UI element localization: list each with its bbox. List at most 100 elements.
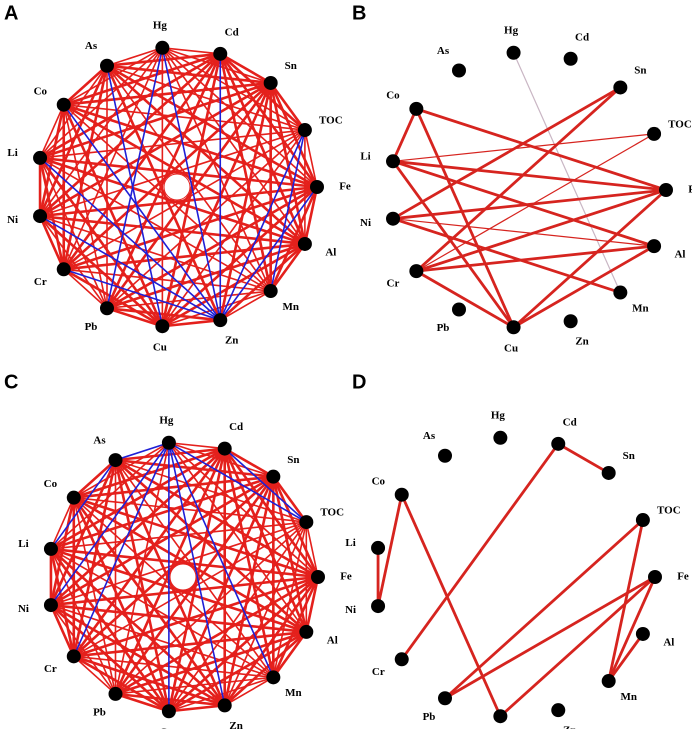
node-dot bbox=[299, 515, 314, 530]
edge bbox=[50, 447, 226, 607]
panel-label: D bbox=[352, 371, 366, 393]
edge bbox=[62, 104, 164, 327]
node-label: Ni bbox=[360, 217, 371, 229]
edge bbox=[557, 442, 610, 475]
edge bbox=[305, 576, 320, 633]
edge bbox=[444, 519, 644, 700]
node-dot bbox=[263, 284, 278, 299]
edge bbox=[50, 604, 170, 713]
edge bbox=[106, 47, 163, 67]
node-dot bbox=[371, 540, 386, 555]
edge bbox=[415, 188, 667, 273]
edge bbox=[224, 676, 274, 707]
edge bbox=[106, 64, 271, 85]
node-dot bbox=[213, 313, 228, 328]
node-dot bbox=[66, 649, 81, 664]
edge bbox=[115, 459, 307, 523]
node-dot bbox=[66, 490, 81, 505]
edge bbox=[269, 82, 319, 188]
edge bbox=[73, 496, 307, 523]
node-dot bbox=[506, 320, 521, 335]
edge bbox=[512, 244, 655, 329]
edge bbox=[50, 459, 117, 550]
edge bbox=[73, 442, 170, 657]
edge bbox=[272, 631, 308, 679]
edge bbox=[168, 442, 307, 633]
edge bbox=[272, 476, 308, 633]
node-dot bbox=[161, 704, 176, 719]
edge bbox=[219, 52, 272, 85]
edge bbox=[223, 448, 275, 678]
edge bbox=[114, 458, 319, 579]
node-dot bbox=[409, 264, 424, 279]
node-label: Cd bbox=[563, 416, 577, 428]
node-label: Zn bbox=[225, 335, 238, 347]
panel-label: C bbox=[4, 371, 18, 393]
node-dot bbox=[217, 698, 232, 713]
edge bbox=[415, 108, 515, 328]
edge bbox=[38, 215, 65, 270]
node-label: TOC bbox=[319, 115, 343, 127]
edge bbox=[73, 655, 170, 713]
edge bbox=[50, 548, 274, 679]
edge bbox=[376, 494, 404, 607]
node-dot bbox=[263, 75, 278, 90]
edge bbox=[72, 497, 171, 712]
edge bbox=[218, 53, 272, 292]
edge bbox=[391, 108, 418, 162]
node-dot bbox=[155, 40, 170, 55]
edge bbox=[50, 442, 170, 606]
edge bbox=[114, 575, 319, 696]
node-dot bbox=[635, 513, 650, 528]
node-label: Zn bbox=[575, 336, 588, 348]
edge bbox=[512, 188, 667, 329]
node-label: Co bbox=[44, 478, 58, 490]
node-dot bbox=[613, 285, 628, 300]
node-label: As bbox=[437, 45, 450, 57]
node-label: Zn bbox=[229, 720, 242, 729]
node-dot bbox=[155, 319, 170, 334]
node-dot bbox=[563, 51, 578, 66]
edge bbox=[63, 47, 164, 270]
node-label: Sn bbox=[285, 60, 297, 72]
edge bbox=[223, 521, 308, 706]
node-label: Al bbox=[325, 246, 336, 258]
edge bbox=[444, 575, 656, 700]
edge bbox=[392, 159, 667, 192]
edge bbox=[39, 52, 222, 218]
edge bbox=[49, 548, 76, 657]
edge bbox=[114, 459, 308, 633]
edge bbox=[63, 103, 318, 189]
edge bbox=[223, 476, 275, 706]
node-label: TOC bbox=[668, 118, 692, 130]
node-dot bbox=[394, 652, 409, 667]
node-label: Cu bbox=[159, 727, 173, 729]
edge bbox=[63, 268, 108, 309]
node-label: Sn bbox=[287, 454, 299, 466]
node-label: Pb bbox=[437, 322, 450, 334]
edge bbox=[38, 157, 66, 270]
edge bbox=[219, 53, 319, 188]
edge bbox=[269, 82, 306, 131]
edge bbox=[219, 186, 318, 321]
edge bbox=[106, 306, 221, 322]
node-label: Fe bbox=[677, 571, 689, 583]
node-label: Mn bbox=[282, 301, 299, 313]
edge bbox=[49, 548, 170, 713]
edge bbox=[106, 64, 306, 245]
edge bbox=[400, 443, 560, 661]
edge bbox=[72, 459, 117, 499]
edge bbox=[115, 676, 274, 695]
edge bbox=[105, 65, 222, 321]
node-label: Mn bbox=[632, 302, 649, 314]
edge bbox=[73, 630, 307, 658]
edge bbox=[114, 459, 171, 712]
node-dot bbox=[217, 441, 232, 456]
node-label: Pb bbox=[423, 711, 436, 723]
node-dot bbox=[506, 45, 521, 60]
edge bbox=[415, 86, 622, 273]
edge bbox=[162, 46, 221, 55]
edge bbox=[161, 47, 222, 321]
edge bbox=[50, 475, 274, 551]
node-label: Li bbox=[360, 150, 370, 162]
